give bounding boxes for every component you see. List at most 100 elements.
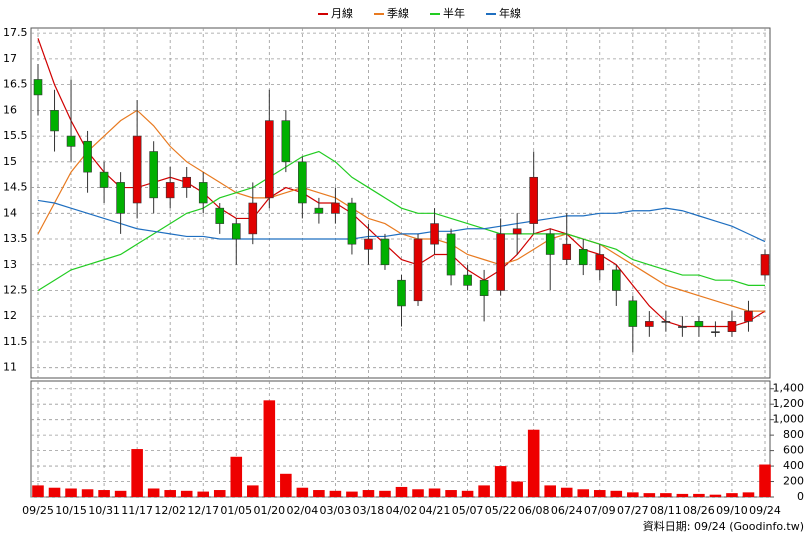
y-tick-label: 17 [3, 52, 17, 65]
x-tick-label: 09/24 [749, 504, 781, 517]
volume-bar [693, 493, 705, 497]
y2-tick-label: 1,400 [773, 382, 805, 395]
x-tick-label: 08/11 [650, 504, 682, 517]
candle-body [512, 228, 522, 235]
candle-body [711, 331, 720, 333]
candle-body [182, 176, 192, 188]
candle-body [99, 171, 109, 188]
volume-bar [114, 490, 127, 497]
candle-body [529, 176, 538, 224]
y-tick-label: 12 [3, 309, 17, 322]
volume-bar [296, 487, 309, 497]
candle-body [265, 120, 274, 199]
source-note: 資料日期: 09/24 (Goodinfo.tw) [643, 519, 804, 533]
volume-bar [395, 486, 408, 497]
candle-body [694, 321, 704, 327]
candle-body [331, 202, 340, 214]
y-tick-label: 13.5 [3, 232, 28, 245]
volume-bar [494, 466, 507, 497]
candle-body [298, 161, 307, 204]
x-tick-label: 12/02 [154, 504, 186, 517]
legend-label: 季線 [387, 6, 409, 20]
candle-body [479, 279, 489, 296]
candle-body [364, 238, 373, 250]
y-tick-label: 16.5 [3, 78, 28, 91]
x-tick-label: 06/08 [518, 504, 550, 517]
volume-bar [48, 487, 61, 497]
candle-body [231, 223, 241, 240]
legend-label: 年線 [499, 6, 521, 20]
volume-bar [461, 490, 474, 497]
candle-body [661, 321, 671, 323]
candle-body [66, 135, 76, 147]
volume-bar [412, 489, 424, 497]
volume-bar [346, 491, 358, 497]
volume-bar [560, 487, 573, 497]
y2-tick-label: 200 [783, 475, 804, 488]
candle-body [545, 233, 555, 255]
candle-body [562, 243, 572, 260]
candle-body [248, 202, 258, 235]
volume-bar [65, 488, 77, 497]
x-tick-label: 01/05 [220, 504, 252, 517]
volume-bar [379, 490, 391, 497]
candle-body [463, 274, 472, 286]
moving-average-line [37, 38, 766, 328]
x-tick-label: 09/25 [22, 504, 54, 517]
y2-tick-label: 600 [783, 444, 804, 457]
candle-body [628, 300, 638, 327]
x-tick-label: 09/10 [716, 504, 748, 517]
x-tick-label: 05/07 [452, 504, 484, 517]
y-tick-label: 15.5 [3, 129, 28, 142]
x-tick-label: 12/17 [187, 504, 219, 517]
volume-bar [428, 488, 441, 497]
x-tick-label: 10/15 [55, 504, 87, 517]
volume-bar [362, 490, 375, 497]
volume-bar [577, 489, 590, 497]
candle-body [33, 79, 43, 96]
candle-body [380, 238, 390, 266]
candle-body [760, 254, 770, 276]
volume-bar [478, 485, 490, 497]
candle-body [678, 326, 687, 328]
x-tick-label: 01/20 [253, 504, 285, 517]
volume-bar [247, 485, 259, 497]
volume-bar [197, 491, 210, 497]
volume-bar [32, 485, 44, 497]
volume-bar [676, 493, 689, 497]
price-frame [30, 27, 771, 379]
x-tick-label: 11/17 [121, 504, 153, 517]
x-tick-label: 07/27 [617, 504, 649, 517]
candle-body [727, 321, 737, 332]
volume-bar [660, 493, 672, 497]
y-tick-label: 15 [3, 155, 17, 168]
candle-body [446, 233, 456, 276]
volume-bar [643, 493, 656, 497]
volume-bar [164, 490, 176, 497]
y-tick-label: 13 [3, 258, 17, 271]
legend-label: 月線 [331, 6, 353, 20]
volume-bar [98, 490, 110, 497]
candle-body [149, 151, 158, 199]
y2-tick-label: 1,200 [773, 397, 805, 410]
moving-average-line [37, 199, 766, 243]
candle-body [496, 233, 505, 291]
candle-body [215, 207, 225, 224]
volume-bar [230, 456, 243, 497]
y-tick-label: 16 [3, 103, 17, 116]
candle-body [132, 135, 142, 204]
volume-bar [313, 490, 325, 497]
candle-body [397, 279, 406, 307]
volume-bar [627, 492, 639, 497]
candle-body [314, 207, 324, 214]
volume-bar [527, 429, 540, 497]
candle-body [83, 140, 92, 173]
volume-bar [726, 493, 738, 497]
y-tick-label: 14.5 [3, 181, 28, 194]
volume-bar [81, 489, 94, 497]
candle-body [645, 321, 654, 327]
y2-tick-label: 800 [783, 428, 804, 441]
volume-bar [544, 485, 556, 497]
candle-body [281, 120, 291, 163]
volume-bar [709, 494, 722, 497]
